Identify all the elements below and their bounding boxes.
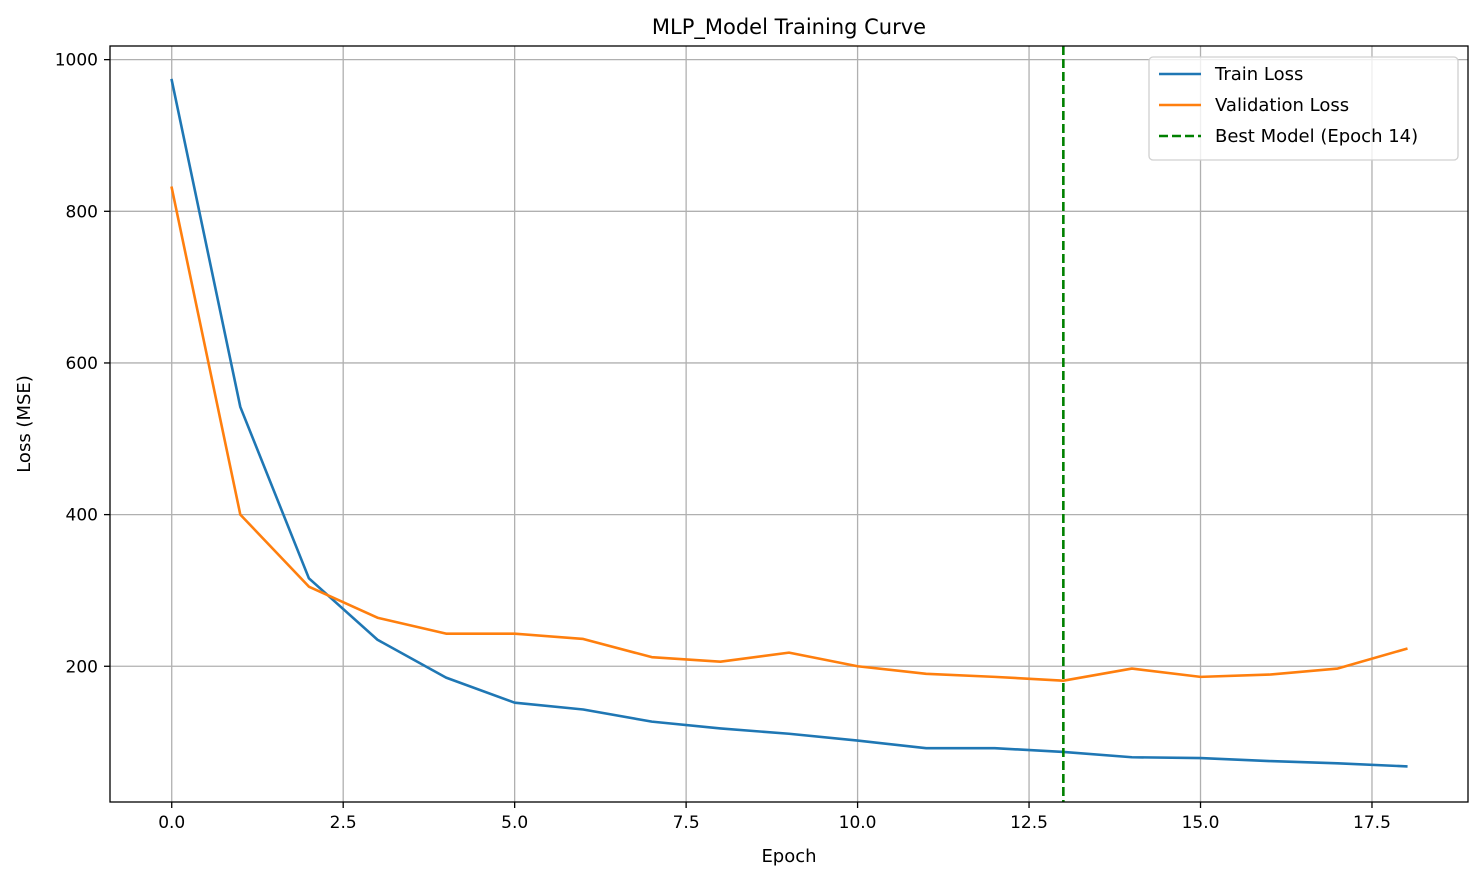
grid-lines — [110, 46, 1468, 802]
legend-box — [1148, 56, 1459, 161]
x-axis-title: Epoch — [761, 846, 816, 867]
plot-frame — [109, 45, 1469, 803]
y-tick-label: 800 — [66, 202, 98, 222]
legend: Train Loss Validation Loss Best Model (Epo… — [1148, 56, 1459, 161]
chart-title: MLP_Model Training Curve — [652, 15, 926, 40]
x-tick-label: 0.0 — [158, 813, 185, 833]
series-lines — [170, 46, 1408, 802]
x-tick-label: 17.5 — [1353, 813, 1391, 833]
x-tick-label: 2.5 — [330, 813, 357, 833]
y-tick-label: 200 — [66, 657, 98, 677]
y-tick-label: 600 — [66, 354, 98, 374]
legend-label: Validation Loss — [1215, 95, 1349, 116]
x-tick-label: 12.5 — [1010, 813, 1048, 833]
x-tick-label: 15.0 — [1182, 813, 1220, 833]
x-tick-label: 10.0 — [839, 813, 877, 833]
y-tick-label: 400 — [66, 506, 98, 526]
x-tick-label: 5.0 — [501, 813, 528, 833]
x-tick-label: 7.5 — [673, 813, 700, 833]
y-tick-label: 1000 — [55, 51, 98, 71]
legend-label: Train Loss — [1214, 64, 1303, 85]
axis-ticks: 0.0 2.5 5.0 7.5 10.0 12.5 15.0 17.5 200 400 600 800… — [55, 51, 1391, 833]
legend-label: Best Model (Epoch 14) — [1215, 126, 1418, 147]
y-axis-title: Loss (MSE) — [14, 375, 35, 473]
